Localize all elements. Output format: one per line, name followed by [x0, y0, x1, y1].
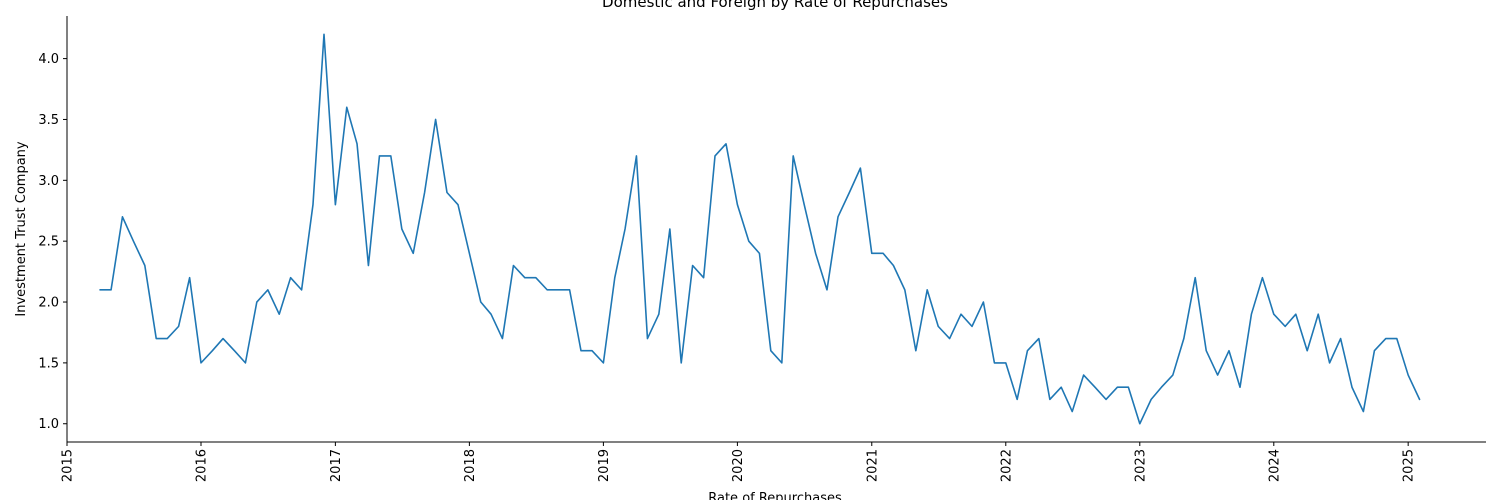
x-tick-label: 2022	[999, 449, 1014, 482]
x-tick-label: 2018	[463, 449, 478, 482]
x-tick-label: 2024	[1267, 449, 1282, 482]
y-tick-label: 4.0	[38, 52, 59, 67]
x-tick-label: 2019	[597, 449, 612, 482]
series-layer	[99, 33, 1421, 425]
plot-area	[66, 16, 1486, 443]
y-tick-label: 1.0	[38, 417, 59, 432]
series-line	[99, 33, 1421, 425]
x-tick-label: 2016	[195, 449, 210, 482]
x-axis-title: Rate of Repurchases	[708, 491, 842, 500]
x-tick-label: 2020	[731, 449, 746, 482]
x-tick-label: 2023	[1133, 449, 1148, 482]
x-tick-label: 2017	[329, 449, 344, 482]
x-tick-label: 2025	[1402, 449, 1417, 482]
y-axis-ticks: 1.0 1.5 2.0 2.5 3.0 3.5 4.0	[38, 52, 67, 432]
y-tick-label: 1.5	[38, 356, 59, 371]
chart-title: Domestic and Foreign by Rate of Repurcha…	[602, 0, 948, 11]
x-tick-label: 2015	[61, 449, 76, 482]
x-axis-ticks: 2015 2016 2017 2018 2019 2020 2021 2022 2023 2024…	[61, 442, 1417, 482]
y-tick-label: 3.0	[38, 174, 59, 189]
y-tick-label: 2.5	[38, 235, 59, 250]
y-tick-label: 2.0	[38, 296, 59, 311]
y-axis-title: Investment Trust Company	[14, 141, 29, 317]
y-tick-label: 3.5	[38, 113, 59, 128]
x-tick-label: 2021	[865, 449, 880, 482]
